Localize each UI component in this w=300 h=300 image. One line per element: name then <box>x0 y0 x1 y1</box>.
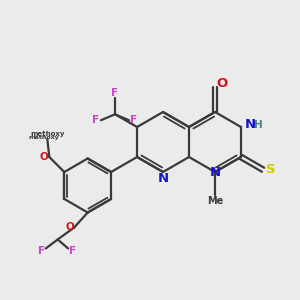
Text: Me: Me <box>207 196 223 206</box>
Text: O: O <box>40 152 49 162</box>
Text: O: O <box>216 77 228 90</box>
Text: methoxy: methoxy <box>29 134 60 140</box>
Text: N: N <box>158 172 169 184</box>
Text: H: H <box>254 120 262 130</box>
Text: N: N <box>244 118 256 131</box>
Text: F: F <box>130 115 137 125</box>
Text: O: O <box>66 223 75 232</box>
Text: F: F <box>38 247 45 256</box>
Text: F: F <box>92 115 100 125</box>
Text: methoxy: methoxy <box>30 131 64 137</box>
Text: N: N <box>209 166 220 178</box>
Text: S: S <box>266 163 276 176</box>
Text: F: F <box>111 88 118 98</box>
Text: F: F <box>69 247 76 256</box>
